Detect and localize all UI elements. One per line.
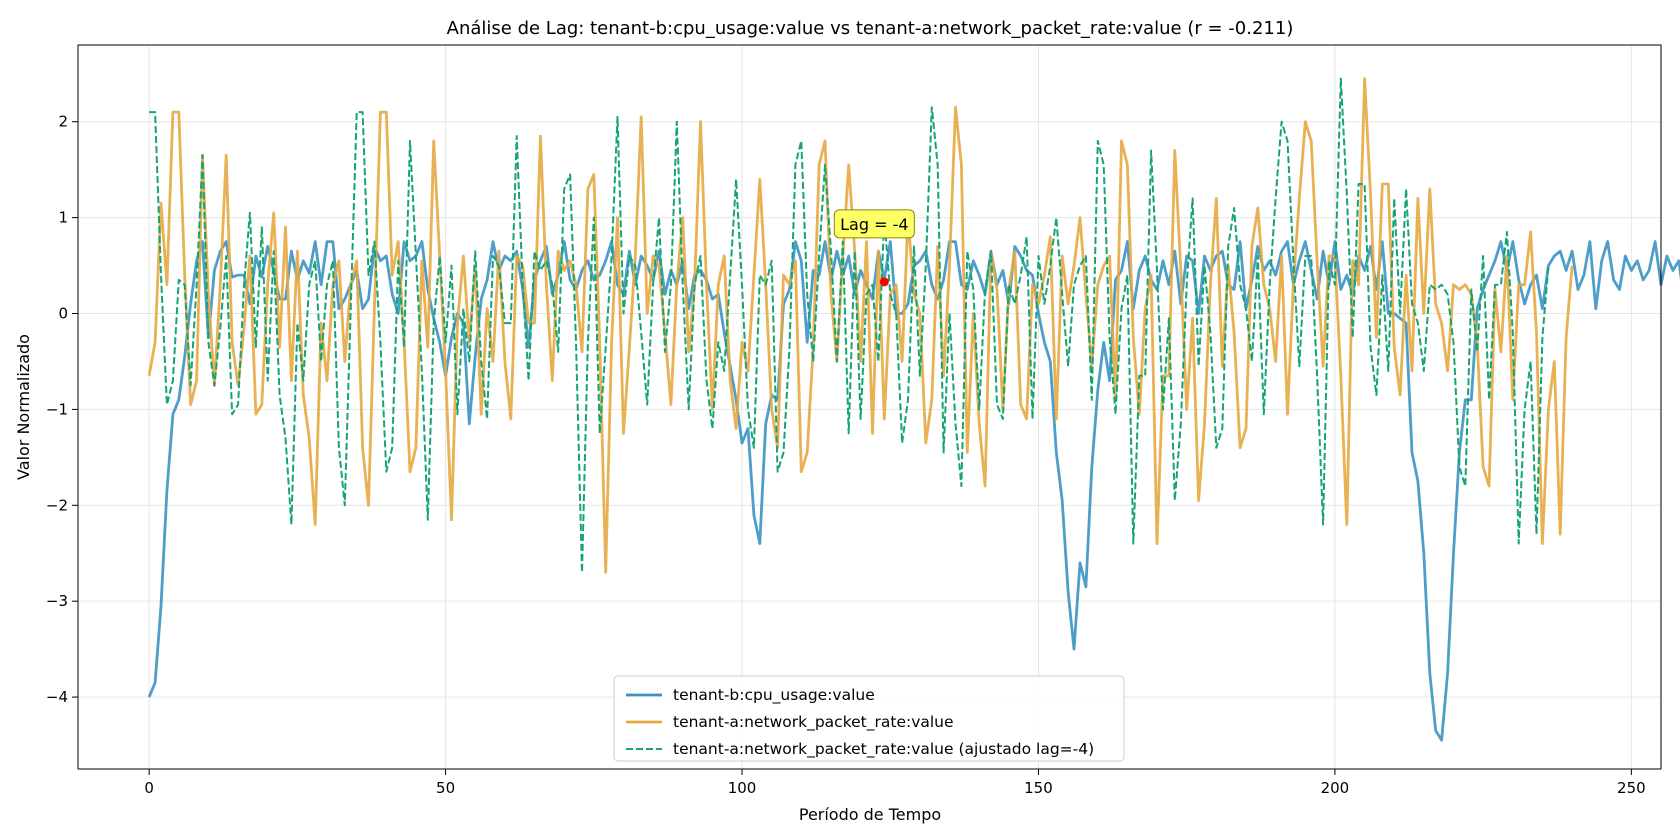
lag-annotation: Lag = -4 [833, 209, 915, 287]
y-tick-label: −4 [46, 688, 68, 706]
series-line-2 [147, 77, 1574, 574]
x-tick-label: 200 [1321, 779, 1350, 797]
series-line-3 [149, 77, 1550, 574]
chart-title: Análise de Lag: tenant-b:cpu_usage:value… [447, 18, 1294, 39]
x-tick-label: 50 [436, 779, 455, 797]
grid [78, 45, 1661, 769]
legend: tenant-b:cpu_usage:value tenant-a:network… [613, 675, 1125, 762]
y-axis-label: Valor Normalizado [14, 334, 33, 480]
legend-label: tenant-a:network_packet_rate:value [673, 713, 954, 732]
y-tick-label: 2 [58, 113, 68, 131]
series-line-1 [147, 240, 1680, 742]
annotation-box [833, 209, 915, 239]
legend-label: tenant-b:cpu_usage:value [673, 686, 875, 705]
y-tick-label: −3 [46, 592, 68, 610]
y-axis: −4 −3 −2 −1 0 1 2 [46, 113, 78, 706]
plot-frame [77, 44, 1662, 770]
y-tick-label: −1 [46, 400, 68, 418]
x-axis: 0 50 100 150 200 250 [144, 769, 1646, 797]
x-tick-label: 100 [728, 779, 757, 797]
series-lines [147, 77, 1680, 742]
y-tick-label: 0 [58, 305, 68, 323]
lag-marker [879, 277, 889, 287]
y-tick-label: 1 [58, 209, 68, 227]
legend-label: tenant-a:network_packet_rate:value (ajus… [673, 740, 1094, 759]
annotation-text: Lag = -4 [840, 215, 908, 234]
x-tick-label: 150 [1024, 779, 1053, 797]
x-tick-label: 250 [1617, 779, 1646, 797]
legend-box [613, 675, 1125, 762]
x-axis-label: Período de Tempo [799, 805, 941, 824]
x-tick-label: 0 [144, 779, 154, 797]
y-tick-label: −2 [46, 496, 68, 514]
